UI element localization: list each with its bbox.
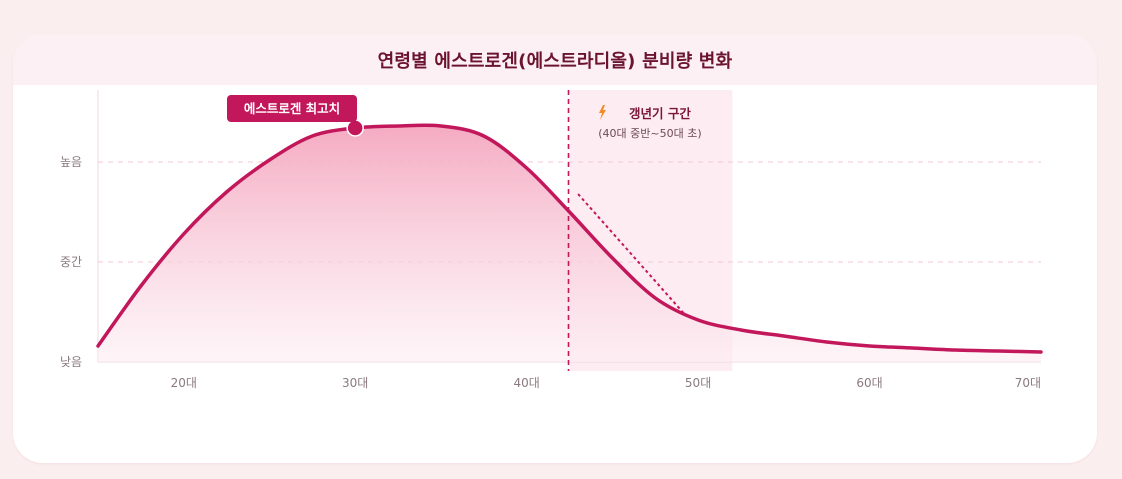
series-line [96,123,1043,354]
x-tick-label-3: 50대 [685,376,711,390]
series-area [98,125,1041,362]
y-tick-label-0: 낮음 [60,355,82,369]
chart-header: 연령별 에스트로겐(에스트라디올) 분비량 변화 [13,34,1097,85]
y-tick-label-2: 높음 [60,155,82,169]
decline-guide [577,193,686,315]
peak-marker [346,119,364,137]
chart-card: 연령별 에스트로겐(에스트라디올) 분비량 변화 에스트로겐 최고치 갱년기 구간… [13,34,1097,463]
peak-callout-box [227,95,357,122]
menopause-label: 갱년기 구간 [629,106,691,121]
chart-svg: 에스트로겐 최고치 갱년기 구간 (40대 중반~50대 초) 낮음 중간 높음 20대 3… [60,90,1043,390]
lightning-icon [599,105,606,120]
chart-title: 연령별 에스트로겐(에스트라디올) 분비량 변화 [377,50,733,72]
x-tick-label-4: 60대 [856,376,882,390]
x-tick-label-0: 20대 [171,376,197,390]
y-tick-label-1: 중간 [60,255,82,269]
menopause-range-label: (40대 중반~50대 초) [598,127,701,140]
peak-callout-label: 에스트로겐 최고치 [244,101,340,116]
x-tick-label-2: 40대 [513,376,539,390]
x-tick-label-1: 30대 [342,376,368,390]
x-tick-label-5: 70대 [1015,376,1041,390]
